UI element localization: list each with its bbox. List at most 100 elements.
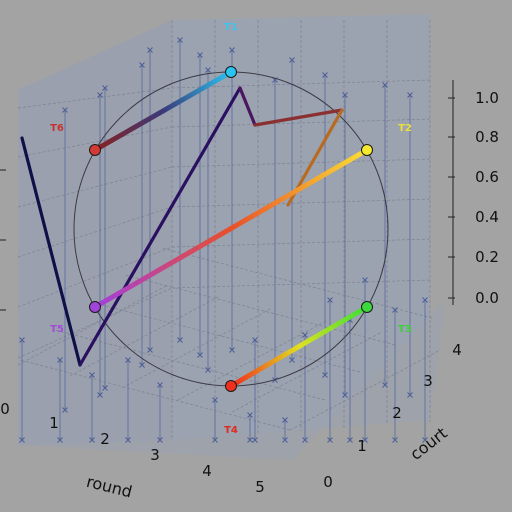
x-marker	[252, 337, 258, 343]
grid-line-floor	[89, 301, 361, 373]
x-marker	[19, 437, 25, 443]
x-marker	[322, 72, 328, 78]
y-tick-label: 4	[452, 341, 462, 359]
z-tick-label: 0.2	[475, 248, 499, 266]
x-marker	[392, 307, 398, 313]
x-marker	[252, 437, 258, 443]
x-marker	[89, 372, 95, 378]
team-label-t1: T1	[224, 22, 238, 33]
team-node-t5	[89, 301, 101, 313]
x-marker	[247, 412, 253, 418]
x-marker	[177, 37, 183, 43]
x-marker	[197, 352, 203, 358]
x-marker	[327, 437, 333, 443]
x-marker	[407, 392, 413, 398]
x-marker	[327, 297, 333, 303]
grid-line-z	[17, 126, 173, 158]
team-label-t5: T5	[50, 324, 64, 335]
x-marker	[289, 57, 295, 63]
x-marker	[422, 437, 428, 443]
x-marker	[282, 437, 288, 443]
x-axis-label: round	[84, 472, 134, 502]
grid-line-floor	[161, 247, 433, 319]
x-marker	[362, 437, 368, 443]
x-marker	[229, 347, 235, 353]
x-marker	[197, 52, 203, 58]
x-marker	[147, 347, 153, 353]
ribbon-t5-t2	[92, 147, 370, 310]
x-marker	[382, 382, 388, 388]
x-marker	[342, 92, 348, 98]
x-marker	[125, 357, 131, 363]
x-marker	[422, 297, 428, 303]
x-marker	[212, 397, 218, 403]
x-marker	[125, 437, 131, 443]
team-node-t2	[361, 144, 373, 156]
x-marker	[177, 337, 183, 343]
x-marker	[147, 47, 153, 53]
x-marker	[102, 85, 108, 91]
x-marker	[62, 407, 68, 413]
x-marker	[205, 367, 211, 373]
x-marker	[382, 82, 388, 88]
grid-line-z	[17, 166, 173, 208]
z-tick-label: 0.0	[475, 289, 499, 307]
x-marker	[302, 332, 308, 338]
x-marker	[289, 357, 295, 363]
z-tick-label: 1.0	[475, 89, 499, 107]
floor-pane	[18, 300, 445, 460]
x-tick-label: 4	[202, 462, 212, 480]
x-marker	[102, 385, 108, 391]
x-marker	[282, 417, 288, 423]
team-label-t4: T4	[224, 425, 238, 436]
grid-line-floor	[121, 307, 273, 389]
x-tick-label: 0	[0, 400, 10, 418]
x-tick-label: 1	[49, 414, 59, 432]
y-tick-label: 3	[423, 372, 433, 390]
x-tick-label: 5	[255, 478, 265, 496]
z-tick-label: 0.4	[475, 208, 499, 226]
x-marker	[205, 67, 211, 73]
y-axis-label: court	[406, 423, 450, 464]
x-marker	[139, 62, 145, 68]
x-marker	[302, 437, 308, 443]
team-node-t1	[225, 66, 237, 78]
x-marker	[322, 372, 328, 378]
x-marker	[89, 437, 95, 443]
x-marker	[57, 437, 63, 443]
x-marker	[247, 437, 253, 443]
grid-line-floor	[69, 295, 221, 377]
x-marker	[342, 392, 348, 398]
team-label-t6: T6	[50, 123, 64, 134]
y-tick-label: 0	[323, 473, 333, 491]
grid-line-floor	[17, 284, 169, 366]
x-marker	[362, 277, 368, 283]
team-label-t2: T2	[398, 123, 412, 134]
path-segment	[20, 136, 82, 367]
x-marker	[157, 437, 163, 443]
x-marker	[19, 337, 25, 343]
x-tick-label: 3	[150, 446, 160, 464]
grid-line-z	[17, 206, 173, 258]
x-marker	[157, 382, 163, 388]
team-node-t6	[89, 144, 101, 156]
x-marker	[97, 92, 103, 98]
z-tick-label: 0.8	[475, 128, 499, 146]
z-tick-label: 0.6	[475, 168, 499, 186]
left-pane	[18, 20, 172, 445]
x-marker	[212, 437, 218, 443]
x-marker	[347, 437, 353, 443]
x-marker	[229, 47, 235, 53]
x-marker	[62, 107, 68, 113]
grid-line-z	[17, 287, 173, 359]
path-segment	[238, 86, 257, 127]
ribbon-t4-t3	[228, 304, 370, 389]
path-segment	[78, 86, 242, 367]
y-tick-label: 1	[357, 437, 367, 455]
grid-line-floor	[231, 331, 383, 413]
x-marker	[392, 437, 398, 443]
team-node-t3	[361, 301, 373, 313]
x-marker	[57, 357, 63, 363]
path-segment	[253, 108, 344, 127]
x-marker	[407, 92, 413, 98]
